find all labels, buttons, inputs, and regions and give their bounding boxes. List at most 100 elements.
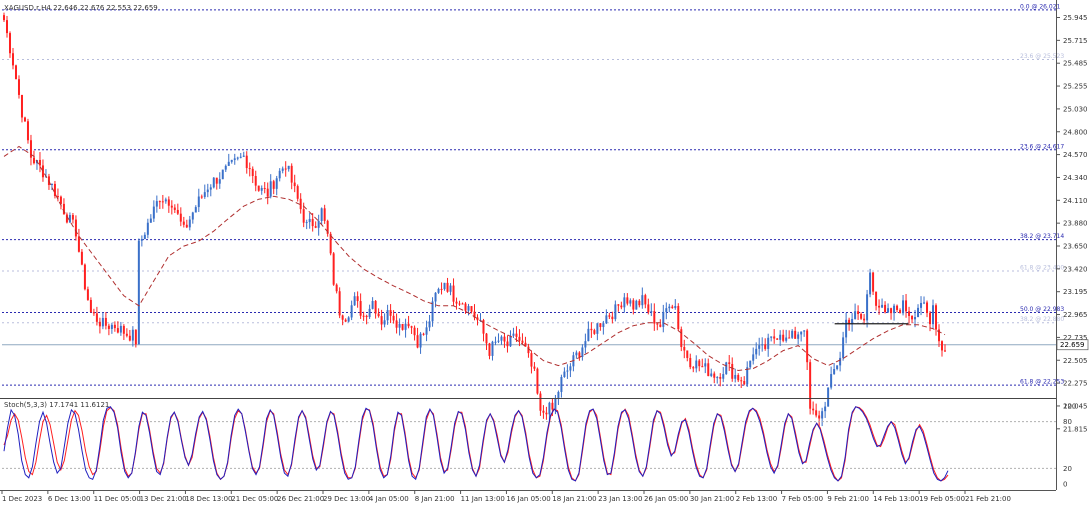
candle-body <box>248 168 251 170</box>
candle-body <box>695 360 698 369</box>
candle-body <box>3 15 5 21</box>
candle-body <box>341 315 344 320</box>
candle-body <box>683 347 686 351</box>
candle-body <box>779 334 782 340</box>
candle-body <box>611 316 614 320</box>
price-pane[interactable]: 0.0 @ 26.021 23.6 @ 25.523 23.6 @ 24.617 38… <box>2 3 1064 427</box>
price-tick-label: 24.570 <box>1063 151 1088 159</box>
candle-body <box>716 377 719 379</box>
candle-body <box>314 226 317 228</box>
candle-body <box>632 300 635 310</box>
candle-body <box>476 317 479 321</box>
candle-body <box>806 330 809 363</box>
candle-body <box>770 336 773 338</box>
price-tick-label: 22.275 <box>1063 380 1088 388</box>
candle-body <box>932 305 935 325</box>
candle-body <box>32 157 35 164</box>
candle-body <box>734 375 737 379</box>
price-tick-label: 24.800 <box>1063 128 1088 136</box>
price-tick-label: 23.880 <box>1063 220 1088 228</box>
candle-body <box>71 215 74 220</box>
candle-body <box>836 365 839 370</box>
candle-body <box>623 297 626 308</box>
candle-body <box>890 308 893 314</box>
candle-body <box>428 321 431 328</box>
candle-body <box>443 282 446 290</box>
candle-body <box>464 303 467 311</box>
candle-body <box>833 369 836 375</box>
candle-body <box>887 308 890 313</box>
stochastic-pane[interactable] <box>2 406 1056 482</box>
candle-body <box>608 315 611 317</box>
candle-body <box>152 206 155 219</box>
candle-body <box>881 304 884 308</box>
candle-body <box>926 302 929 314</box>
candle-body <box>281 168 284 171</box>
candle-body <box>446 282 449 292</box>
price-axis[interactable]: 25.945 25.715 25.485 25.255 25.030 24.800 24.5… <box>1056 14 1089 433</box>
candle-body <box>758 345 761 349</box>
candle-body <box>356 296 359 302</box>
candle-body <box>107 325 110 329</box>
candle-body <box>845 319 848 338</box>
candle-body <box>485 333 488 344</box>
price-tick-label: 25.255 <box>1063 83 1088 91</box>
candle-body <box>395 320 398 328</box>
candle-body <box>203 192 206 197</box>
stochastic-axis: 100 80 20 0 <box>1063 403 1076 489</box>
moving-average-path <box>3 145 946 372</box>
candle-body <box>539 393 542 411</box>
candle-body <box>494 341 497 343</box>
candle-body <box>86 289 89 300</box>
candle-body <box>230 159 233 162</box>
candle-body <box>569 366 572 371</box>
candle-body <box>752 354 755 361</box>
candle-body <box>362 315 365 317</box>
candle-body <box>227 161 230 166</box>
candle-body <box>740 380 743 382</box>
stochastic-scale-label: 80 <box>1063 418 1072 426</box>
candle-body <box>701 366 704 368</box>
candle-body <box>668 306 671 309</box>
candle-body <box>914 317 917 320</box>
candle-body <box>413 327 416 336</box>
candle-body <box>698 360 701 367</box>
candle-body <box>221 169 224 180</box>
candle-body <box>386 310 389 321</box>
candle-body <box>482 320 485 334</box>
candle-body <box>764 344 767 349</box>
candle-body <box>659 324 662 327</box>
candle-body <box>878 305 881 308</box>
candle-body <box>671 306 674 309</box>
candle-body <box>272 181 275 189</box>
candle-body <box>839 357 842 366</box>
candle-body <box>50 183 53 186</box>
candle-body <box>416 335 419 348</box>
candle-body <box>137 240 140 345</box>
stochastic-main-line <box>3 406 949 482</box>
candle-body <box>773 336 776 339</box>
price-tick-label: 25.945 <box>1063 14 1088 22</box>
price-tick-label: 25.030 <box>1063 105 1088 113</box>
candle-body <box>239 156 242 158</box>
candle-body <box>182 221 185 225</box>
candle-body <box>365 315 368 318</box>
price-tick-label: 23.195 <box>1063 288 1088 296</box>
candle-body <box>263 188 266 190</box>
candle-body <box>620 305 623 308</box>
candle-body <box>65 214 68 223</box>
time-tick-label: 18 Dec 13:00 <box>185 495 232 503</box>
candle-body <box>761 344 764 346</box>
candle-body <box>287 165 290 170</box>
candle-body <box>92 312 95 314</box>
candle-body <box>944 350 947 352</box>
candle-body <box>74 219 77 237</box>
price-tick-label: 21.815 <box>1063 425 1088 433</box>
time-tick-label: 2 Feb 13:00 <box>736 495 777 503</box>
candle-body <box>206 189 209 193</box>
candle-body <box>614 304 617 320</box>
candle-body <box>128 335 131 341</box>
candle-body <box>422 333 425 335</box>
